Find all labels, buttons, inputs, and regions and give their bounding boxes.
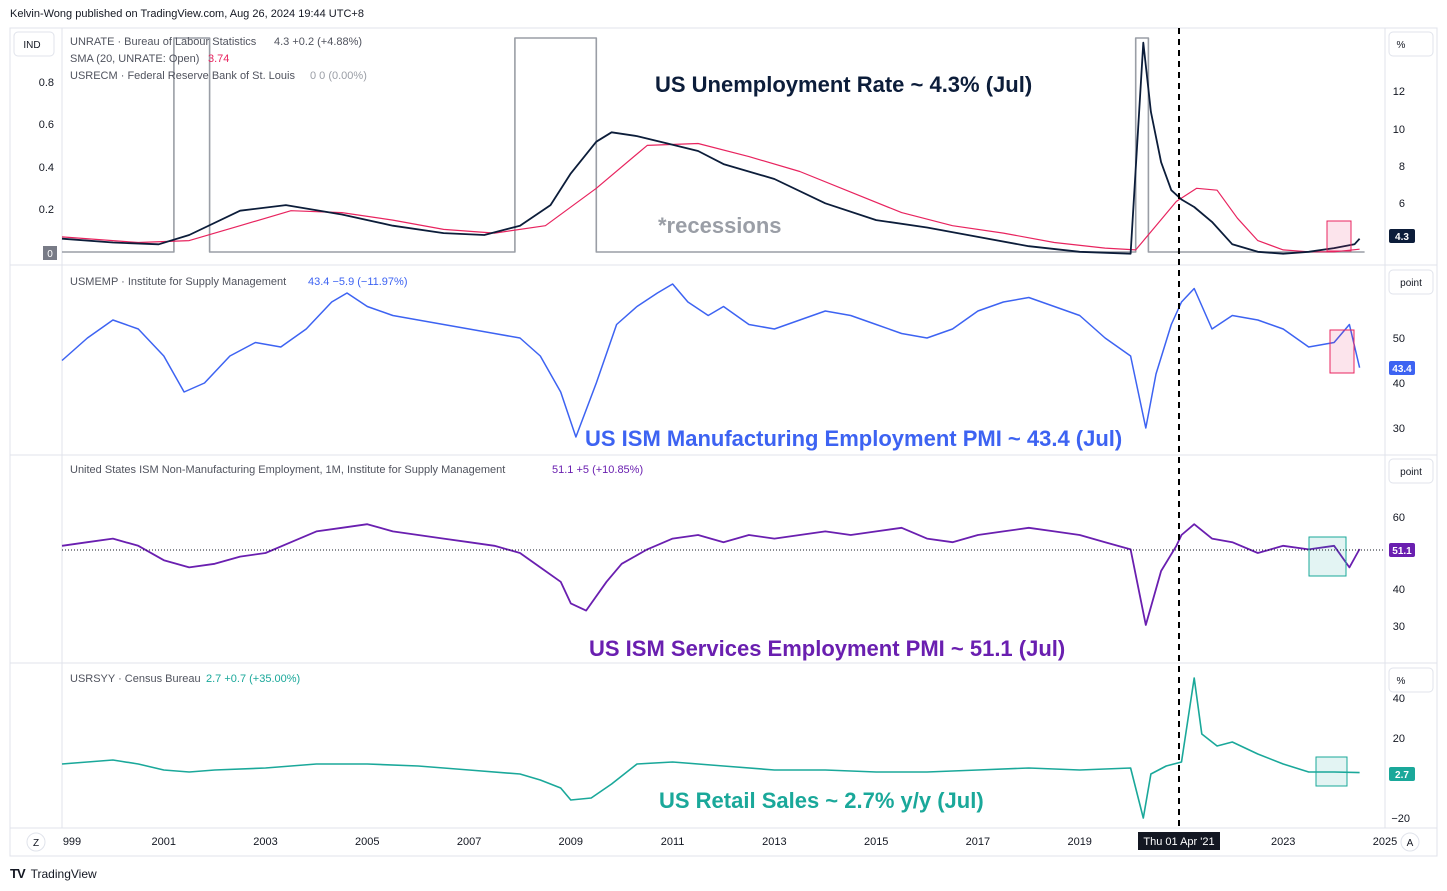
time-axis-label: 2001 bbox=[152, 836, 176, 848]
zoom-button-label: Z bbox=[33, 838, 39, 849]
right-tick: 10 bbox=[1393, 124, 1405, 136]
highlight-box-nmemp bbox=[1308, 536, 1347, 577]
right-tick: 12 bbox=[1393, 86, 1405, 98]
right-tick: 40 bbox=[1393, 693, 1405, 705]
last-value-nmemp: 51.1 bbox=[1392, 546, 1412, 557]
unit-button-nmemp[interactable] bbox=[1388, 458, 1434, 484]
crosshair-time-label: Thu 01 Apr '21 bbox=[1143, 836, 1214, 848]
right-tick: −20 bbox=[1391, 813, 1410, 825]
right-tick: 40 bbox=[1393, 584, 1405, 596]
time-axis-label: 2019 bbox=[1067, 836, 1091, 848]
publisher-line: Kelvin-Wong published on TradingView.com… bbox=[10, 8, 364, 20]
time-axis-label: 2009 bbox=[559, 836, 583, 848]
right-tick: 6 bbox=[1399, 198, 1405, 210]
right-tick: 60 bbox=[1393, 512, 1405, 524]
left-tick: 0.4 bbox=[39, 162, 54, 174]
left-tick-zero: 0 bbox=[47, 249, 53, 260]
usmemp-line bbox=[61, 283, 1361, 438]
highlight-box-usrsyy bbox=[1315, 756, 1348, 787]
usrsyy-line bbox=[61, 677, 1360, 819]
title-usrsyy: US Retail Sales ~ 2.7% y/y (Jul) bbox=[659, 788, 984, 813]
chart-frame bbox=[9, 27, 1438, 857]
zoom-button[interactable] bbox=[26, 832, 46, 852]
time-axis-label: 2007 bbox=[457, 836, 481, 848]
last-value-badge-nmemp bbox=[1389, 543, 1415, 557]
highlight-box-usmemp bbox=[1329, 329, 1355, 374]
title-nmemp: US ISM Services Employment PMI ~ 51.1 (J… bbox=[589, 636, 1065, 661]
legend-nmemp-value: 51.1 +5 (+10.85%) bbox=[552, 464, 643, 476]
last-value-usmemp: 43.4 bbox=[1392, 364, 1412, 375]
left-tick: 0.6 bbox=[39, 119, 54, 131]
legend-unrate-name: UNRATE · Bureau of Labour Statistics bbox=[70, 36, 257, 48]
time-axis-label: 2015 bbox=[864, 836, 888, 848]
unit-button-usrsyy[interactable] bbox=[1388, 667, 1434, 693]
last-value-usrsyy: 2.7 bbox=[1395, 770, 1409, 781]
legend-sma-name: SMA (20, UNRATE: Open) bbox=[70, 53, 199, 65]
unit-label-nmemp: point bbox=[1400, 467, 1422, 478]
time-axis-label: 2017 bbox=[966, 836, 990, 848]
unit-label-usmemp: point bbox=[1400, 278, 1422, 289]
unit-label-unrate: % bbox=[1397, 40, 1406, 51]
time-axis-label: 2025 bbox=[1373, 836, 1397, 848]
right-tick: 40 bbox=[1393, 378, 1405, 390]
time-axis-label: 2013 bbox=[762, 836, 786, 848]
unrate-line bbox=[61, 41, 1361, 255]
time-axis-label: 999 bbox=[63, 836, 81, 848]
left-zero-badge bbox=[43, 246, 57, 260]
left-tick: 0.8 bbox=[39, 77, 54, 89]
footer-brand[interactable]: TradingView bbox=[30, 866, 97, 881]
indicator-button[interactable] bbox=[13, 31, 55, 57]
indicator-button-label: IND bbox=[23, 40, 40, 51]
legend-usrecm-value: 0 0 (0.00%) bbox=[310, 70, 367, 82]
legend-nmemp-name: United States ISM Non-Manufacturing Empl… bbox=[70, 464, 505, 476]
last-value-badge-usmemp bbox=[1389, 361, 1415, 375]
right-tick: 20 bbox=[1393, 733, 1405, 745]
last-value-badge-usrsyy bbox=[1389, 767, 1415, 781]
usrecm-line bbox=[62, 37, 1365, 253]
title-unrate: US Unemployment Rate ~ 4.3% (Jul) bbox=[655, 72, 1032, 97]
time-axis-label: 2003 bbox=[253, 836, 277, 848]
legend-sma-value: 3.74 bbox=[208, 53, 229, 65]
right-tick: 8 bbox=[1399, 161, 1405, 173]
right-tick: 30 bbox=[1393, 423, 1405, 435]
crosshair-time-badge bbox=[1138, 832, 1220, 850]
time-axis-label: 2023 bbox=[1271, 836, 1295, 848]
legend-usmemp-value: 43.4 −5.9 (−11.97%) bbox=[308, 276, 407, 288]
highlight-box-unrate bbox=[1326, 220, 1352, 252]
footer: TV TradingView bbox=[10, 866, 97, 881]
left-tick: 0.2 bbox=[39, 204, 54, 216]
unit-button-usmemp[interactable] bbox=[1388, 269, 1434, 295]
tradingview-logo-icon[interactable]: TV bbox=[10, 866, 26, 881]
unit-label-usrsyy: % bbox=[1397, 676, 1406, 687]
right-tick: 30 bbox=[1393, 621, 1405, 633]
time-axis-label: 2005 bbox=[355, 836, 379, 848]
legend-usmemp-name: USMEMP · Institute for Supply Management bbox=[70, 276, 286, 288]
legend-unrate-value: 4.3 +0.2 (+4.88%) bbox=[274, 36, 362, 48]
sma-line bbox=[61, 142, 1360, 253]
right-tick: 50 bbox=[1393, 333, 1405, 345]
legend-usrsyy-name: USRSYY · Census Bureau bbox=[70, 673, 201, 685]
unit-button-unrate[interactable] bbox=[1388, 31, 1434, 57]
auto-scale-button-label: A bbox=[1407, 838, 1414, 849]
last-value-badge-unrate bbox=[1389, 229, 1415, 243]
legend-usrsyy-value: 2.7 +0.7 (+35.00%) bbox=[206, 673, 300, 685]
annotation-recessions: *recessions bbox=[658, 213, 782, 238]
time-axis-label: 2011 bbox=[661, 836, 685, 848]
auto-scale-button[interactable] bbox=[1400, 832, 1420, 852]
legend-usrecm-name: USRECM · Federal Reserve Bank of St. Lou… bbox=[70, 70, 295, 82]
title-usmemp: US ISM Manufacturing Employment PMI ~ 43… bbox=[585, 426, 1122, 451]
last-value-unrate: 4.3 bbox=[1395, 232, 1409, 243]
nmemp-line bbox=[61, 523, 1361, 626]
